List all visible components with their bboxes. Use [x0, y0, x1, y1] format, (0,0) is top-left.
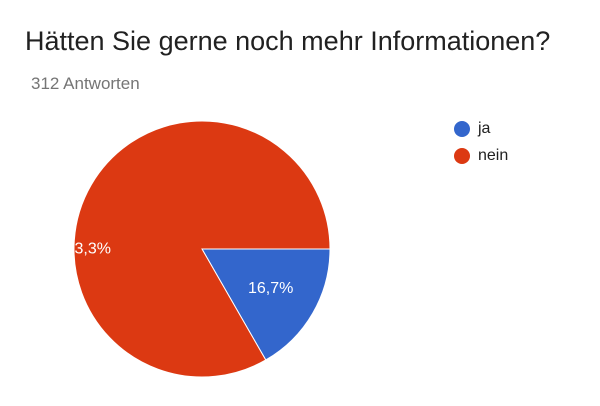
pie-slice-labels: 16,7% 83,3% — [66, 240, 294, 297]
pie-slice-nein[interactable] — [73, 120, 331, 378]
pie-slice-ja[interactable] — [201, 248, 331, 361]
response-count: 312 Antworten — [31, 74, 140, 93]
legend-marker-ja — [454, 121, 470, 137]
chart-title: Hätten Sie gerne noch mehr Informationen… — [25, 26, 551, 56]
legend-marker-nein — [454, 148, 470, 164]
pie-slices — [73, 120, 331, 378]
legend: ja nein — [454, 120, 508, 164]
legend-label-nein[interactable]: nein — [478, 147, 508, 164]
legend-label-ja[interactable]: ja — [477, 120, 491, 137]
slice-label-ja: 16,7% — [248, 280, 293, 297]
slice-label-nein: 83,3% — [66, 240, 111, 257]
